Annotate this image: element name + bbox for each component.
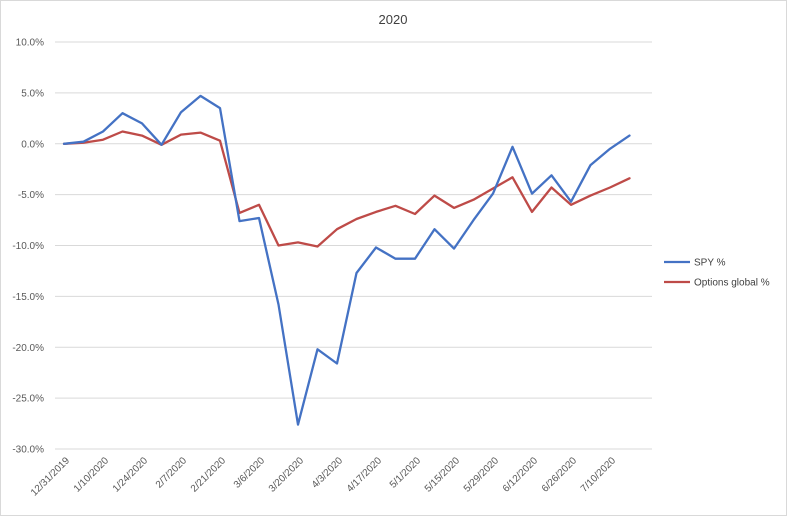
- x-tick-label: 1/10/2020: [72, 455, 112, 495]
- gridlines: [55, 41, 652, 450]
- x-tick-label: 5/1/2020: [388, 455, 424, 491]
- y-axis-ticks: 10.0% 5.0% 0.0% -5.0% -10.0% -15.0% -20.0% -25.…: [12, 38, 44, 456]
- y-tick-label: -30.0%: [12, 445, 44, 456]
- x-tick-label: 3/6/2020: [232, 455, 268, 491]
- chart-title: 2020: [379, 12, 408, 27]
- x-tick-label: 1/24/2020: [111, 455, 151, 495]
- legend: SPY % Options global %: [664, 258, 770, 289]
- x-axis-ticks: 12/31/2019 1/10/2020 1/24/2020 2/7/2020 2/21…: [29, 455, 618, 498]
- y-tick-label: -25.0%: [12, 394, 44, 405]
- y-tick-label: -15.0%: [12, 292, 44, 303]
- y-tick-label: 5.0%: [21, 88, 44, 99]
- y-tick-label: 10.0%: [16, 38, 44, 49]
- x-tick-label: 4/17/2020: [345, 455, 385, 495]
- series-lines: [62, 94, 631, 426]
- x-tick-label: 12/31/2019: [29, 455, 72, 498]
- legend-label: SPY %: [694, 258, 726, 269]
- x-tick-label: 2/21/2020: [189, 455, 229, 495]
- x-tick-label: 5/29/2020: [462, 455, 502, 495]
- y-tick-label: -5.0%: [18, 190, 44, 201]
- y-tick-label: -10.0%: [12, 241, 44, 252]
- x-tick-label: 6/12/2020: [501, 455, 541, 495]
- series-line-spy: [62, 94, 631, 426]
- x-tick-label: 3/20/2020: [267, 455, 307, 495]
- x-tick-label: 6/26/2020: [540, 455, 580, 495]
- legend-label: Options global %: [694, 278, 770, 289]
- x-tick-label: 2/7/2020: [154, 455, 190, 491]
- x-tick-label: 4/3/2020: [310, 455, 346, 491]
- y-tick-label: 0.0%: [21, 139, 44, 150]
- x-tick-label: 5/15/2020: [423, 455, 463, 495]
- series-line-options-global: [62, 130, 631, 248]
- y-tick-label: -20.0%: [12, 343, 44, 354]
- x-tick-label: 7/10/2020: [579, 455, 619, 495]
